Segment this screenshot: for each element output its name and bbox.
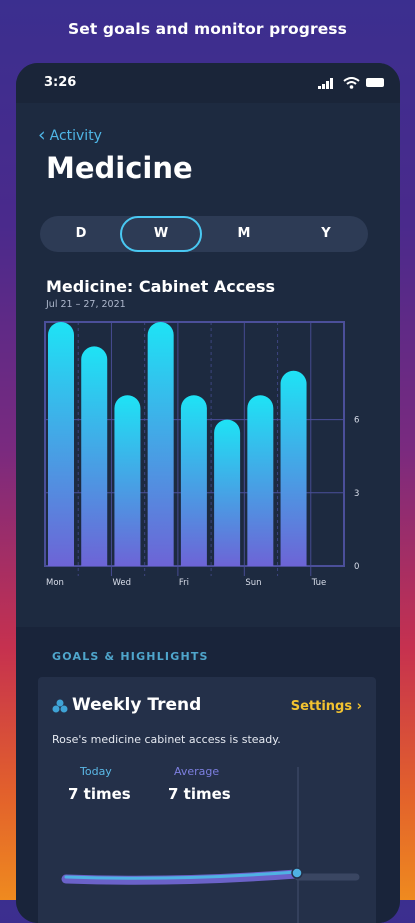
chevron-left-icon: ‹ [38, 124, 46, 146]
back-label: Activity [49, 128, 102, 144]
chart-bar [280, 370, 307, 566]
card-title: Weekly Trend [72, 695, 202, 715]
chart-x-tick-label: Wed [112, 578, 131, 588]
segment-month[interactable]: M [237, 226, 251, 241]
bar-chart: Mon Wed Fri Sun Tue 0 3 6 [44, 321, 359, 588]
goals-section: GOALS & HIGHLIGHTS Weekly Trend Settings… [16, 627, 400, 923]
settings-link[interactable]: Settings › [291, 699, 362, 714]
average-value: 7 times [168, 785, 231, 803]
battery-icon [366, 78, 384, 87]
weekly-trend-card[interactable]: Weekly Trend Settings › Rose's medicine … [38, 677, 376, 923]
chart-bar [81, 346, 108, 566]
trend-description: Rose's medicine cabinet access is steady… [52, 733, 281, 746]
back-button[interactable]: ‹ Activity [38, 124, 102, 146]
average-label: Average [174, 765, 220, 778]
today-trend-line [64, 870, 298, 880]
chart-bar [247, 395, 274, 566]
chart-date-range: Jul 21 – 27, 2021 [46, 299, 126, 310]
chart-bar [114, 395, 141, 566]
chevron-right-icon: › [356, 699, 362, 714]
status-bar: 3:26 [16, 63, 400, 103]
segment-week[interactable]: W [120, 216, 202, 252]
chart-y-tick-label: 6 [354, 416, 359, 426]
chart-x-tick-label: Mon [46, 578, 64, 588]
today-point [291, 867, 303, 879]
chart-bar [214, 419, 241, 566]
chart-bar [180, 395, 207, 566]
today-value: 7 times [68, 785, 131, 803]
chart-x-tick-label: Sun [245, 578, 261, 588]
average-trend-line [61, 869, 301, 885]
chart-y-tick-label: 0 [354, 562, 359, 572]
wifi-icon [343, 77, 360, 89]
chart-bar [147, 322, 174, 566]
segment-day[interactable]: D [75, 226, 87, 241]
page-title: Medicine [46, 151, 193, 185]
trend-icon [52, 699, 68, 713]
chart-bar [48, 322, 74, 566]
promo-banner-text: Set goals and monitor progress [68, 20, 347, 38]
today-label: Today [80, 765, 112, 778]
chart-title: Medicine: Cabinet Access [46, 277, 276, 296]
segment-year[interactable]: Y [321, 226, 331, 241]
trend-line-chart [61, 767, 360, 923]
chart-x-tick-label: Fri [179, 578, 189, 588]
cellular-signal-icon [318, 78, 333, 89]
chart-y-tick-label: 3 [354, 489, 359, 499]
status-time: 3:26 [44, 75, 77, 90]
chart-x-tick-label: Tue [311, 578, 327, 588]
phone-screen: 3:26 ‹ Activity Medicine D W M Y Medicine… [16, 63, 400, 923]
goals-section-header: GOALS & HIGHLIGHTS [52, 650, 209, 663]
period-selector: D W M Y [40, 216, 368, 252]
settings-label: Settings [290, 699, 353, 714]
